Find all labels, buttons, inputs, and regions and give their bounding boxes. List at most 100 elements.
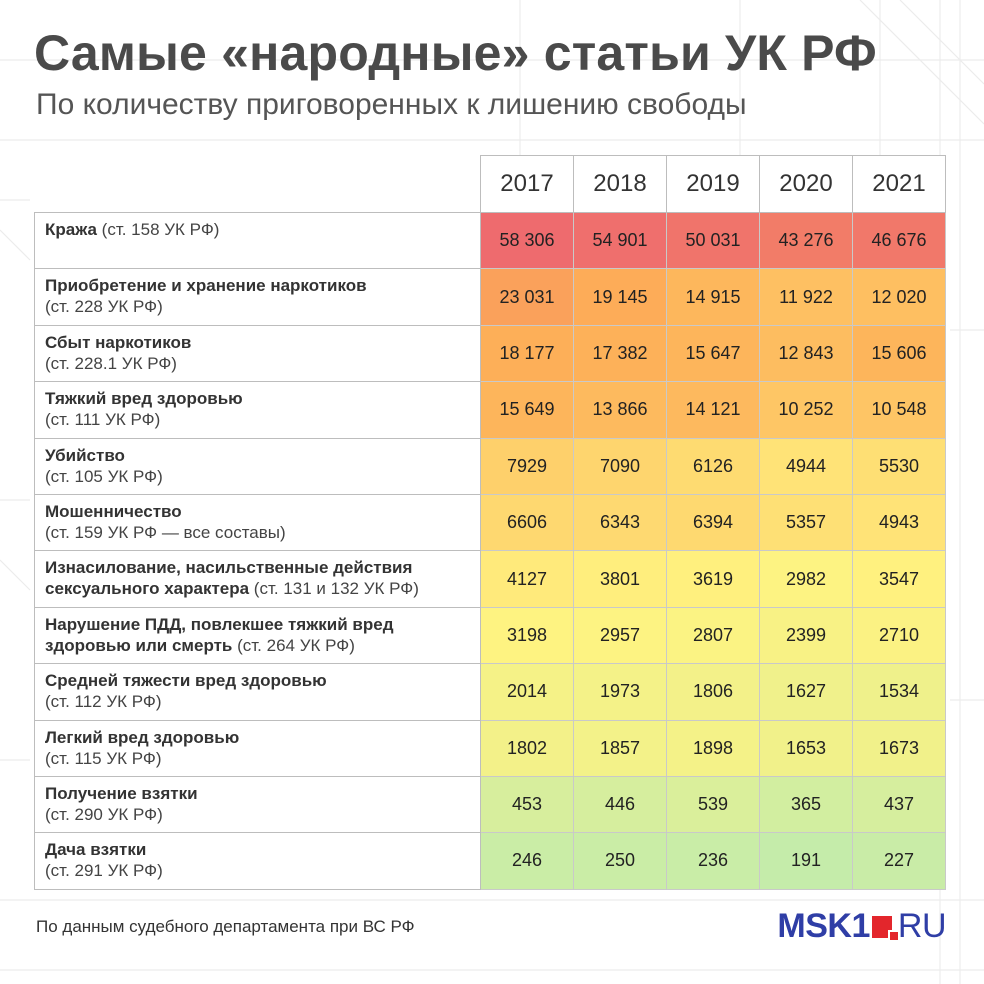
- row-label: Легкий вред здоровью (ст. 115 УК РФ): [34, 719, 481, 777]
- value-cell: 1534: [852, 663, 946, 721]
- value-cell: 6606: [480, 493, 574, 552]
- row-label: Средней тяжести вред здоровью (ст. 112 УК…: [34, 663, 481, 721]
- value-cell: 4944: [759, 437, 853, 495]
- value-cell: 1673: [852, 719, 946, 777]
- value-cell: 17 382: [573, 324, 667, 383]
- row-label-title: Приобретение и хранение наркотиков: [45, 276, 367, 296]
- row-label-title: Изнасилование, насильственные действия с…: [45, 558, 413, 599]
- value-cell: 446: [573, 775, 667, 834]
- row-label-title: Мошенничество: [45, 501, 182, 521]
- row-label-title: Получение взятки: [45, 783, 198, 803]
- row-label-title: Нарушение ПДД, повлекшее тяжкий вред здо…: [45, 614, 394, 655]
- row-label-title: Дача взятки: [45, 840, 147, 860]
- value-cell: 1627: [759, 663, 853, 721]
- value-cell: 2957: [573, 606, 667, 665]
- table-row: Мошенничество (ст. 159 УК РФ — все состав…: [34, 493, 946, 552]
- value-cell: 2807: [666, 606, 760, 665]
- value-cell: 50 031: [666, 211, 760, 270]
- row-label: Мошенничество (ст. 159 УК РФ — все состав…: [34, 493, 481, 552]
- value-cell: 539: [666, 775, 760, 834]
- value-cell: 453: [480, 775, 574, 834]
- row-label-note: (ст. 111 УК РФ): [45, 410, 161, 430]
- value-cell: 46 676: [852, 211, 946, 270]
- row-label-note: (ст. 158 УК РФ): [96, 220, 220, 239]
- page-title: Самые «народные» статьи УК РФ: [34, 25, 877, 81]
- value-cell: 13 866: [573, 381, 667, 439]
- row-label-note: (ст. 290 УК РФ): [45, 804, 163, 824]
- year-header: 2019: [666, 155, 760, 213]
- value-cell: 19 145: [573, 268, 667, 326]
- value-cell: 2014: [480, 663, 574, 721]
- row-label: Дача взятки (ст. 291 УК РФ): [34, 832, 481, 890]
- value-cell: 14 121: [666, 381, 760, 439]
- row-label-note: (ст. 105 УК РФ): [45, 466, 163, 486]
- value-cell: 6343: [573, 493, 667, 552]
- value-cell: 2710: [852, 606, 946, 665]
- value-cell: 11 922: [759, 268, 853, 326]
- value-cell: 3547: [852, 550, 946, 608]
- row-label: Тяжкий вред здоровью (ст. 111 УК РФ): [34, 381, 481, 439]
- year-header: 2017: [480, 155, 574, 213]
- row-label-title: Тяжкий вред здоровью: [45, 389, 243, 409]
- source-note: По данным судебного департамента при ВС …: [36, 917, 415, 936]
- value-cell: 1857: [573, 719, 667, 777]
- value-cell: 1653: [759, 719, 853, 777]
- row-label-title: Легкий вред здоровью: [45, 727, 240, 747]
- value-cell: 12 020: [852, 268, 946, 326]
- row-label-title: Кража: [45, 220, 97, 239]
- data-table: 2017 2018 2019 2020 2021 Кража (ст. 158 …: [34, 155, 946, 890]
- value-cell: 7090: [573, 437, 667, 495]
- value-cell: 12 843: [759, 324, 853, 383]
- row-label-note: (ст. 228 УК РФ): [45, 297, 163, 317]
- value-cell: 5530: [852, 437, 946, 495]
- value-cell: 1898: [666, 719, 760, 777]
- value-cell: 14 915: [666, 268, 760, 326]
- value-cell: 18 177: [480, 324, 574, 383]
- row-label-note: (ст. 291 УК РФ): [45, 861, 163, 881]
- value-cell: 1973: [573, 663, 667, 721]
- value-cell: 2982: [759, 550, 853, 608]
- value-cell: 5357: [759, 493, 853, 552]
- row-label-note: (ст. 115 УК РФ): [45, 748, 162, 768]
- row-label: Кража (ст. 158 УК РФ): [34, 211, 481, 270]
- table-row: Сбыт наркотиков (ст. 228.1 УК РФ) 18 177 17…: [34, 324, 946, 383]
- value-cell: 4127: [480, 550, 574, 608]
- msk1-logo: MSK1 RU: [777, 906, 946, 946]
- value-cell: 227: [852, 832, 946, 890]
- table-row: Изнасилование, насильственные действия с…: [34, 550, 946, 608]
- table-row: Тяжкий вред здоровью (ст. 111 УК РФ) 15 64…: [34, 381, 946, 439]
- value-cell: 10 252: [759, 381, 853, 439]
- value-cell: 437: [852, 775, 946, 834]
- value-cell: 3801: [573, 550, 667, 608]
- value-cell: 43 276: [759, 211, 853, 270]
- value-cell: 365: [759, 775, 853, 834]
- year-header: 2021: [852, 155, 946, 213]
- logo-square-icon: [871, 914, 900, 942]
- row-label: Нарушение ПДД, повлекшее тяжкий вред здо…: [34, 606, 481, 665]
- row-label-note: (ст. 228.1 УК РФ): [45, 353, 177, 373]
- value-cell: 2399: [759, 606, 853, 665]
- value-cell: 15 649: [480, 381, 574, 439]
- table-row: Приобретение и хранение наркотиков (ст. 2…: [34, 268, 946, 326]
- row-label-note: (ст. 131 и 132 УК РФ): [249, 579, 419, 599]
- table-row: Легкий вред здоровью (ст. 115 УК РФ) 1802 1…: [34, 719, 946, 777]
- row-label: Получение взятки (ст. 290 УК РФ): [34, 775, 481, 834]
- value-cell: 58 306: [480, 211, 574, 270]
- logo-text-left: MSK1: [777, 906, 870, 945]
- row-label-title: Средней тяжести вред здоровью: [45, 671, 327, 691]
- table-row: Нарушение ПДД, повлекшее тяжкий вред здо…: [34, 606, 946, 665]
- row-label: Изнасилование, насильственные действия с…: [34, 550, 481, 608]
- table-row: Средней тяжести вред здоровью (ст. 112 УК…: [34, 663, 946, 721]
- value-cell: 7929: [480, 437, 574, 495]
- table-row: Кража (ст. 158 УК РФ) 58 306 54 901 50 031 4…: [34, 211, 946, 270]
- value-cell: 3198: [480, 606, 574, 665]
- logo-text-right: RU: [897, 906, 947, 945]
- year-header: 2020: [759, 155, 853, 213]
- table-row: Получение взятки (ст. 290 УК РФ) 453 446 539…: [34, 775, 946, 834]
- value-cell: 6394: [666, 493, 760, 552]
- row-label-note: (ст. 159 УК РФ — все составы): [45, 522, 286, 542]
- value-cell: 246: [480, 832, 574, 890]
- value-cell: 15 606: [852, 324, 946, 383]
- row-label-title: Сбыт наркотиков: [45, 332, 192, 352]
- page-subtitle: По количеству приговоренных к лишению св…: [36, 88, 747, 121]
